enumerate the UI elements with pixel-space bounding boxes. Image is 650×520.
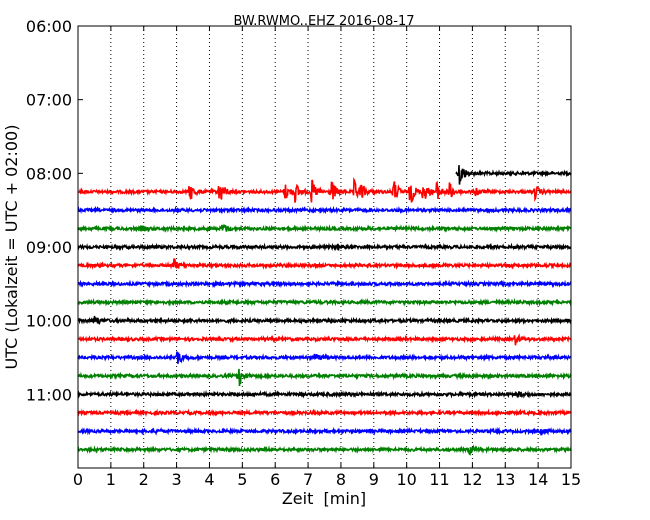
x-tick-label: 9 — [369, 470, 379, 489]
x-tick-label: 0 — [73, 470, 83, 489]
x-tick-label: 15 — [561, 470, 581, 489]
chart-title: BW.RWMO..EHZ 2016-08-17 — [233, 14, 414, 29]
trace-0830 — [77, 205, 572, 215]
trace-0800 — [455, 165, 572, 185]
y-tick-label: 09:00 — [26, 238, 72, 257]
trace-0945 — [77, 297, 572, 307]
x-tick-label: 10 — [396, 470, 416, 489]
y-tick-label: 11:00 — [26, 385, 72, 404]
trace-1000 — [77, 315, 572, 326]
axis-ticks: 0 1 2 3 4 5 6 7 8 9 10 11 12 13 14 1506:0007:0008:0009:… — [26, 17, 581, 489]
y-axis-label: UTC (Lokalzeit = UTC + 02:00) — [2, 125, 21, 370]
x-tick-label: 3 — [172, 470, 182, 489]
y-tick-label: 08:00 — [26, 164, 72, 183]
x-tick-label: 5 — [237, 470, 247, 489]
x-tick-label: 6 — [270, 470, 280, 489]
y-tick-label: 06:00 — [26, 17, 72, 36]
x-tick-label: 2 — [139, 470, 149, 489]
trace-1130 — [77, 426, 572, 437]
x-axis-label: Zeit [min] — [282, 489, 366, 508]
x-tick-label: 7 — [303, 470, 313, 489]
x-tick-label: 1 — [106, 470, 116, 489]
trace-1015 — [77, 333, 572, 346]
x-tick-label: 12 — [462, 470, 482, 489]
trace-1030 — [77, 351, 572, 364]
y-tick-label: 07:00 — [26, 91, 72, 110]
x-tick-label: 8 — [336, 470, 346, 489]
y-tick-label: 10:00 — [26, 312, 72, 331]
x-tick-label: 4 — [204, 470, 214, 489]
trace-0815 — [77, 177, 572, 203]
x-tick-label: 11 — [429, 470, 449, 489]
trace-1100 — [77, 389, 572, 399]
seismogram-traces — [77, 165, 572, 456]
trace-1045 — [77, 368, 572, 387]
trace-1115 — [77, 408, 572, 418]
trace-1145 — [77, 444, 572, 456]
trace-0845 — [77, 223, 572, 233]
x-tick-label: 14 — [528, 470, 548, 489]
trace-0930 — [77, 279, 572, 289]
trace-0900 — [77, 242, 572, 252]
trace-0915 — [77, 258, 572, 270]
x-tick-label: 13 — [495, 470, 515, 489]
